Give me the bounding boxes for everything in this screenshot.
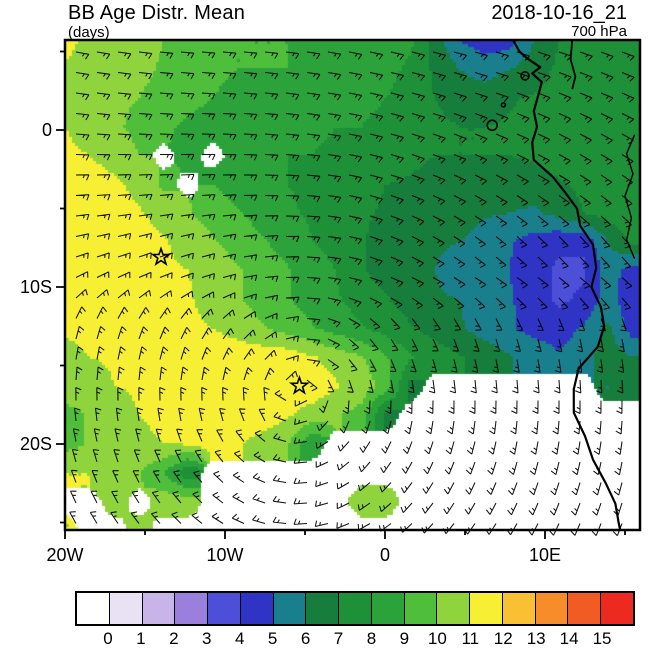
x-tick-label: 10E: [529, 545, 561, 565]
island-outline: [486, 119, 499, 132]
colorbar-box: [240, 593, 274, 624]
colorbar-tick-label: 14: [559, 629, 579, 648]
colorbar-tick-label: 12: [493, 629, 513, 648]
colorbar-box: [273, 593, 307, 624]
colorbar-tick-label: 0: [103, 629, 113, 648]
coastline-path: [512, 39, 622, 531]
pressure-level-label: 700 hPa: [571, 23, 627, 40]
colorbar-box: [142, 593, 176, 624]
colorbar-tick-label: 4: [234, 629, 245, 648]
wind-barbs: [69, 51, 635, 537]
units-label: (days): [68, 24, 110, 41]
colorbar-tick-label: 7: [333, 629, 344, 648]
station-star: [288, 374, 310, 395]
colorbar-tick-label: 11: [461, 629, 480, 648]
colorbar-box: [470, 593, 503, 624]
colorbar-tick-label: 8: [366, 629, 377, 648]
x-tick-label: 20W: [46, 545, 83, 565]
colorbar-box: [306, 593, 340, 624]
colorbar-box: [77, 593, 110, 624]
y-tick-label: 10S: [20, 277, 52, 297]
colorbar-tick-label: 10: [427, 629, 447, 648]
station-star: [150, 246, 172, 266]
colorbar-labels: 0 1 2 3 4 5 6 7 8 9 10 11 12 13 14 15: [75, 629, 635, 651]
plot-title: BB Age Distr. Mean: [68, 2, 246, 24]
colorbar-box: [208, 593, 241, 624]
colorbar-box: [437, 593, 471, 624]
age-field-canvas: [66, 41, 639, 529]
colorbar-tick-label: 3: [202, 629, 212, 648]
x-tick-label: 0: [380, 545, 390, 565]
colorbar: [75, 591, 635, 626]
axis-ticks: [56, 50, 626, 539]
colorbar-box: [339, 593, 372, 624]
colorbar-box: [109, 593, 143, 624]
y-tick-label: 20S: [20, 434, 52, 454]
colorbar-tick-label: 1: [136, 629, 146, 648]
colorbar-box: [568, 593, 602, 624]
island-outline: [520, 71, 530, 81]
colorbar-box: [371, 593, 405, 624]
colorbar-box: [404, 593, 438, 624]
colorbar-box: [535, 593, 569, 624]
x-tick-label: 10W: [206, 545, 243, 565]
colorbar-box: [601, 593, 634, 624]
inland-border-line: [624, 134, 636, 259]
colorbar-tick-label: 15: [592, 629, 612, 648]
colorbar-tick-label: 6: [300, 629, 311, 648]
colorbar-tick-label: 13: [526, 629, 546, 648]
map-frame: [63, 38, 642, 532]
y-tick-label: 0: [42, 120, 52, 140]
valid-datetime: 2018-10-16_21: [491, 2, 627, 24]
island-outline: [500, 102, 507, 108]
border-line: [569, 39, 577, 90]
colorbar-tick-label: 2: [169, 629, 179, 648]
colorbar-tick-label: 5: [267, 629, 278, 648]
colorbar-box: [175, 593, 209, 624]
colorbar-box: [502, 593, 536, 624]
colorbar-tick-label: 9: [399, 629, 410, 648]
